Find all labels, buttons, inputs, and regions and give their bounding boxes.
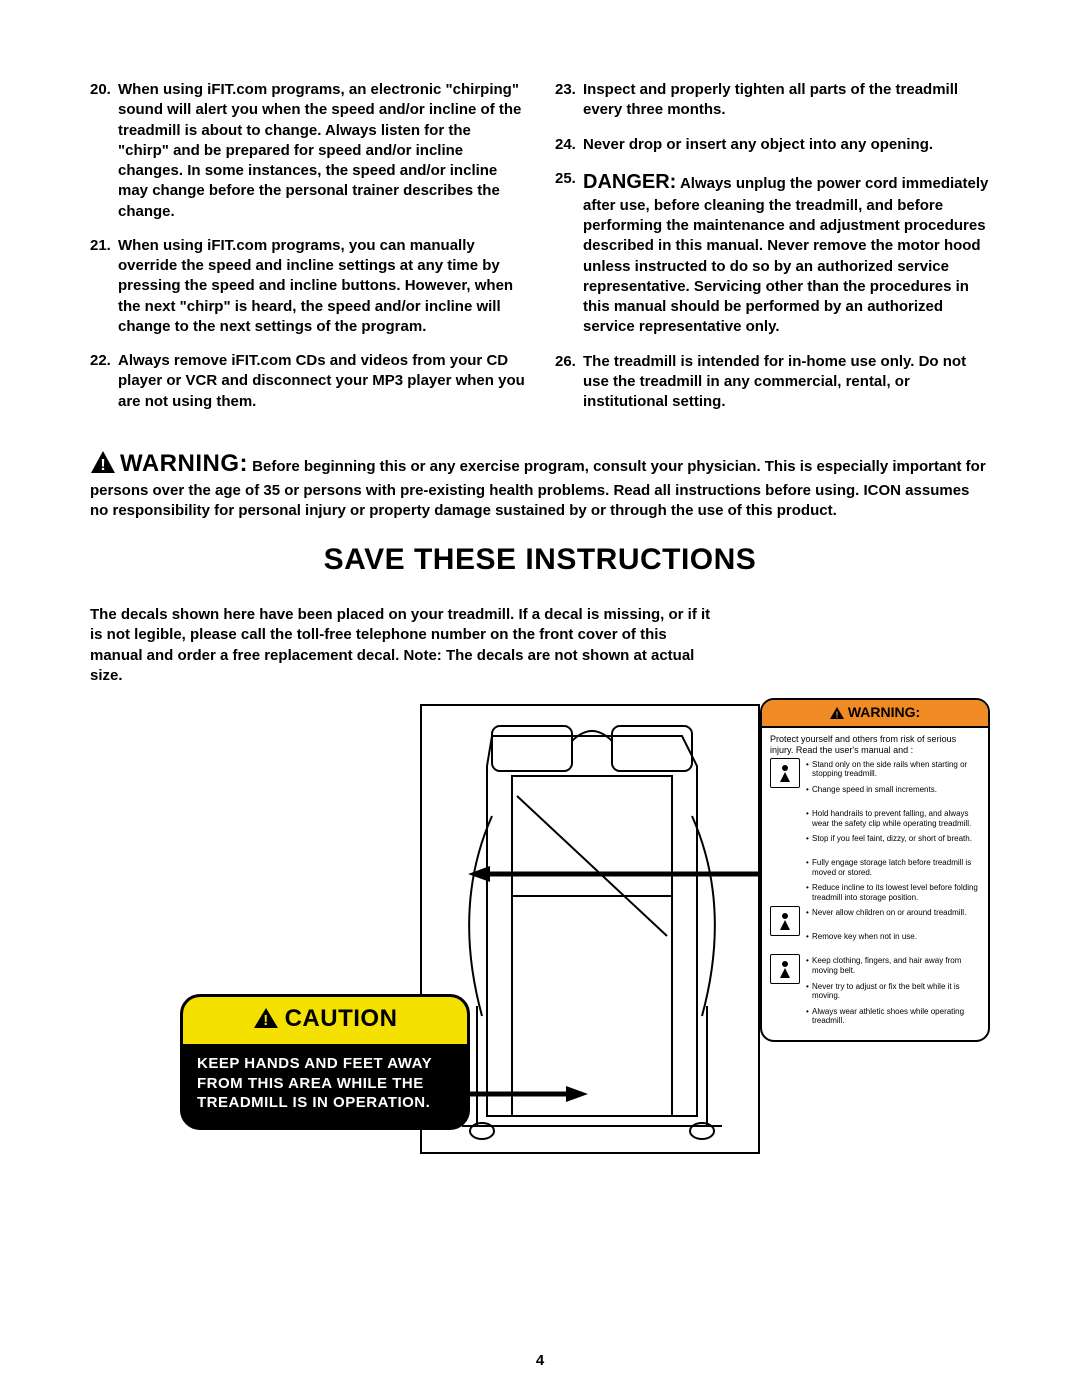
- warning-decal-item: •Reduce incline to its lowest level befo…: [770, 883, 980, 902]
- list-item: 21. When using iFIT.com programs, you ca…: [90, 236, 525, 337]
- warning-decal-item: •Remove key when not in use.: [770, 932, 980, 950]
- warning-label: WARNING:: [120, 450, 248, 477]
- bullet-dot: •: [806, 932, 809, 942]
- list-item: 24. Never drop or insert any object into…: [555, 135, 990, 155]
- bullet-dot: •: [806, 883, 809, 893]
- item-number: 21.: [90, 236, 111, 256]
- warning-triangle-icon: !: [90, 450, 116, 480]
- item-number: 24.: [555, 135, 576, 155]
- right-column: 23. Inspect and properly tighten all par…: [555, 80, 990, 426]
- item-text: The treadmill is intended for in-home us…: [583, 353, 966, 411]
- manual-page: 20. When using iFIT.com programs, an ele…: [0, 0, 1080, 1397]
- caution-label: CAUTION: [285, 1005, 398, 1032]
- warning-decal: ! WARNING: Protect yourself and others f…: [760, 698, 990, 1042]
- warning-triangle-icon: !: [830, 706, 844, 722]
- warning-decal-intro: Protect yourself and others from risk of…: [762, 728, 988, 760]
- list-item: 23. Inspect and properly tighten all par…: [555, 80, 990, 121]
- warning-decal-item-text: Stop if you feel faint, dizzy, or short …: [812, 834, 972, 843]
- list-item: 22. Always remove iFIT.com CDs and video…: [90, 351, 525, 412]
- bullet-dot: •: [806, 982, 809, 992]
- caution-decal-header: ! CAUTION: [183, 997, 467, 1044]
- item-number: 20.: [90, 80, 111, 100]
- decal-figure-area: ! CAUTION KEEP HANDS AND FEET AWAY FROM …: [90, 704, 990, 1274]
- pictogram-icon: [770, 758, 800, 788]
- item-text: Inspect and properly tighten all parts o…: [583, 81, 958, 118]
- warning-decal-item-text: Hold handrails to prevent falling, and a…: [812, 809, 971, 828]
- bullet-dot: •: [806, 834, 809, 844]
- bullet-dot: •: [806, 956, 809, 966]
- warning-decal-item: •Stand only on the side rails when start…: [770, 760, 980, 779]
- caution-decal-body: KEEP HANDS AND FEET AWAY FROM THIS AREA …: [183, 1044, 467, 1127]
- warning-decal-item: •Never allow children on or around tread…: [770, 908, 980, 926]
- item-text: When using iFIT.com programs, you can ma…: [118, 237, 513, 335]
- pictogram-icon: [770, 954, 800, 984]
- warning-decal-header: ! WARNING:: [762, 700, 988, 728]
- item-text: Always remove iFIT.com CDs and videos fr…: [118, 352, 525, 410]
- warning-decal-list: •Stand only on the side rails when start…: [762, 760, 988, 1040]
- bullet-dot: •: [806, 760, 809, 770]
- svg-text:!: !: [835, 710, 838, 719]
- warning-decal-item: •Always wear athletic shoes while operat…: [770, 1007, 980, 1026]
- warning-decal-item-text: Change speed in small increments.: [812, 785, 937, 794]
- list-item: 26. The treadmill is intended for in-hom…: [555, 352, 990, 413]
- bullet-dot: •: [806, 809, 809, 819]
- warning-decal-item-text: Always wear athletic shoes while operati…: [812, 1007, 964, 1026]
- item-text: Always unplug the power cord immediately…: [583, 175, 988, 336]
- warning-decal-item: •Fully engage storage latch before tread…: [770, 858, 980, 877]
- warning-decal-item: •Hold handrails to prevent falling, and …: [770, 809, 980, 828]
- decal-intro-text: The decals shown here have been placed o…: [90, 605, 720, 686]
- list-item: 25. DANGER: Always unplug the power cord…: [555, 169, 990, 338]
- bullet-dot: •: [806, 1007, 809, 1017]
- item-number: 25.: [555, 169, 576, 189]
- bullet-dot: •: [806, 785, 809, 795]
- item-number: 26.: [555, 352, 576, 372]
- warning-decal-item: •Stop if you feel faint, dizzy, or short…: [770, 834, 980, 852]
- warning-decal-item: •Keep clothing, fingers, and hair away f…: [770, 956, 980, 975]
- left-column: 20. When using iFIT.com programs, an ele…: [90, 80, 525, 426]
- danger-label: DANGER:: [583, 171, 676, 193]
- warning-decal-item: •Change speed in small increments.: [770, 785, 980, 803]
- svg-text:!: !: [100, 457, 105, 474]
- item-number: 23.: [555, 80, 576, 100]
- svg-text:!: !: [263, 1012, 269, 1029]
- warning-decal-label: WARNING:: [848, 704, 920, 720]
- warning-decal-item: •Never try to adjust or fix the belt whi…: [770, 982, 980, 1001]
- warning-decal-item-text: Remove key when not in use.: [812, 932, 917, 941]
- item-text: When using iFIT.com programs, an electro…: [118, 81, 521, 220]
- instruction-columns: 20. When using iFIT.com programs, an ele…: [90, 80, 990, 426]
- warning-decal-item-text: Reduce incline to its lowest level befor…: [812, 883, 978, 902]
- item-text: Never drop or insert any object into any…: [583, 136, 933, 153]
- warning-decal-item-text: Never allow children on or around treadm…: [812, 908, 966, 917]
- item-number: 22.: [90, 351, 111, 371]
- list-item: 20. When using iFIT.com programs, an ele…: [90, 80, 525, 222]
- warning-paragraph: ! WARNING: Before beginning this or any …: [90, 448, 990, 521]
- bullet-dot: •: [806, 858, 809, 868]
- pointer-arrow-icon: [468, 1084, 588, 1104]
- bullet-dot: •: [806, 908, 809, 918]
- caution-decal: ! CAUTION KEEP HANDS AND FEET AWAY FROM …: [180, 994, 470, 1130]
- warning-decal-item-text: Fully engage storage latch before treadm…: [812, 858, 971, 877]
- page-number: 4: [0, 1352, 1080, 1369]
- warning-triangle-icon: !: [253, 1007, 279, 1036]
- warning-decal-item-text: Keep clothing, fingers, and hair away fr…: [812, 956, 961, 975]
- save-instructions-heading: SAVE THESE INSTRUCTIONS: [90, 543, 990, 577]
- warning-decal-item-text: Stand only on the side rails when starti…: [812, 760, 967, 779]
- warning-decal-item-text: Never try to adjust or fix the belt whil…: [812, 982, 960, 1001]
